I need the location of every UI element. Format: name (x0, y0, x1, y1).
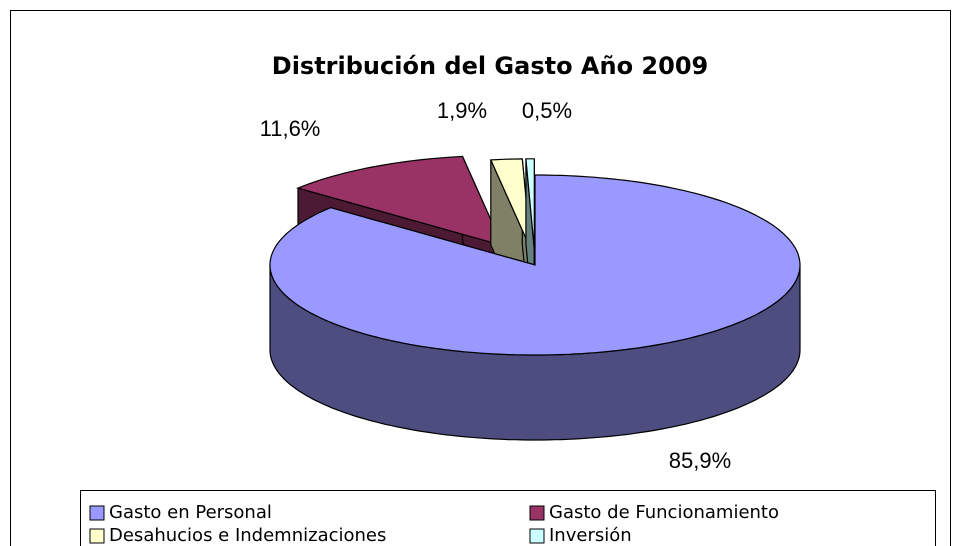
legend-label: Gasto en Personal (109, 502, 272, 523)
slice (296, 155, 504, 247)
legend-box (80, 490, 936, 546)
value-label: 11,6% (260, 116, 321, 141)
slice (269, 174, 801, 356)
value-label: 1,9% (437, 98, 487, 123)
value-label: 85,9% (669, 448, 731, 473)
slice (489, 158, 532, 250)
chart-title: Distribución del Gasto Año 2009 (272, 52, 708, 80)
legend-swatch (529, 528, 545, 544)
legend-label: Inversión (549, 525, 632, 546)
slice (525, 158, 535, 249)
value-label: 0,5% (522, 98, 572, 123)
legend-swatch (89, 528, 105, 544)
legend-label: Desahucios e Indemnizaciones (109, 525, 386, 546)
legend-swatch (529, 505, 545, 521)
legend-label: Gasto de Funcionamiento (549, 502, 779, 523)
legend-swatch (89, 505, 105, 521)
